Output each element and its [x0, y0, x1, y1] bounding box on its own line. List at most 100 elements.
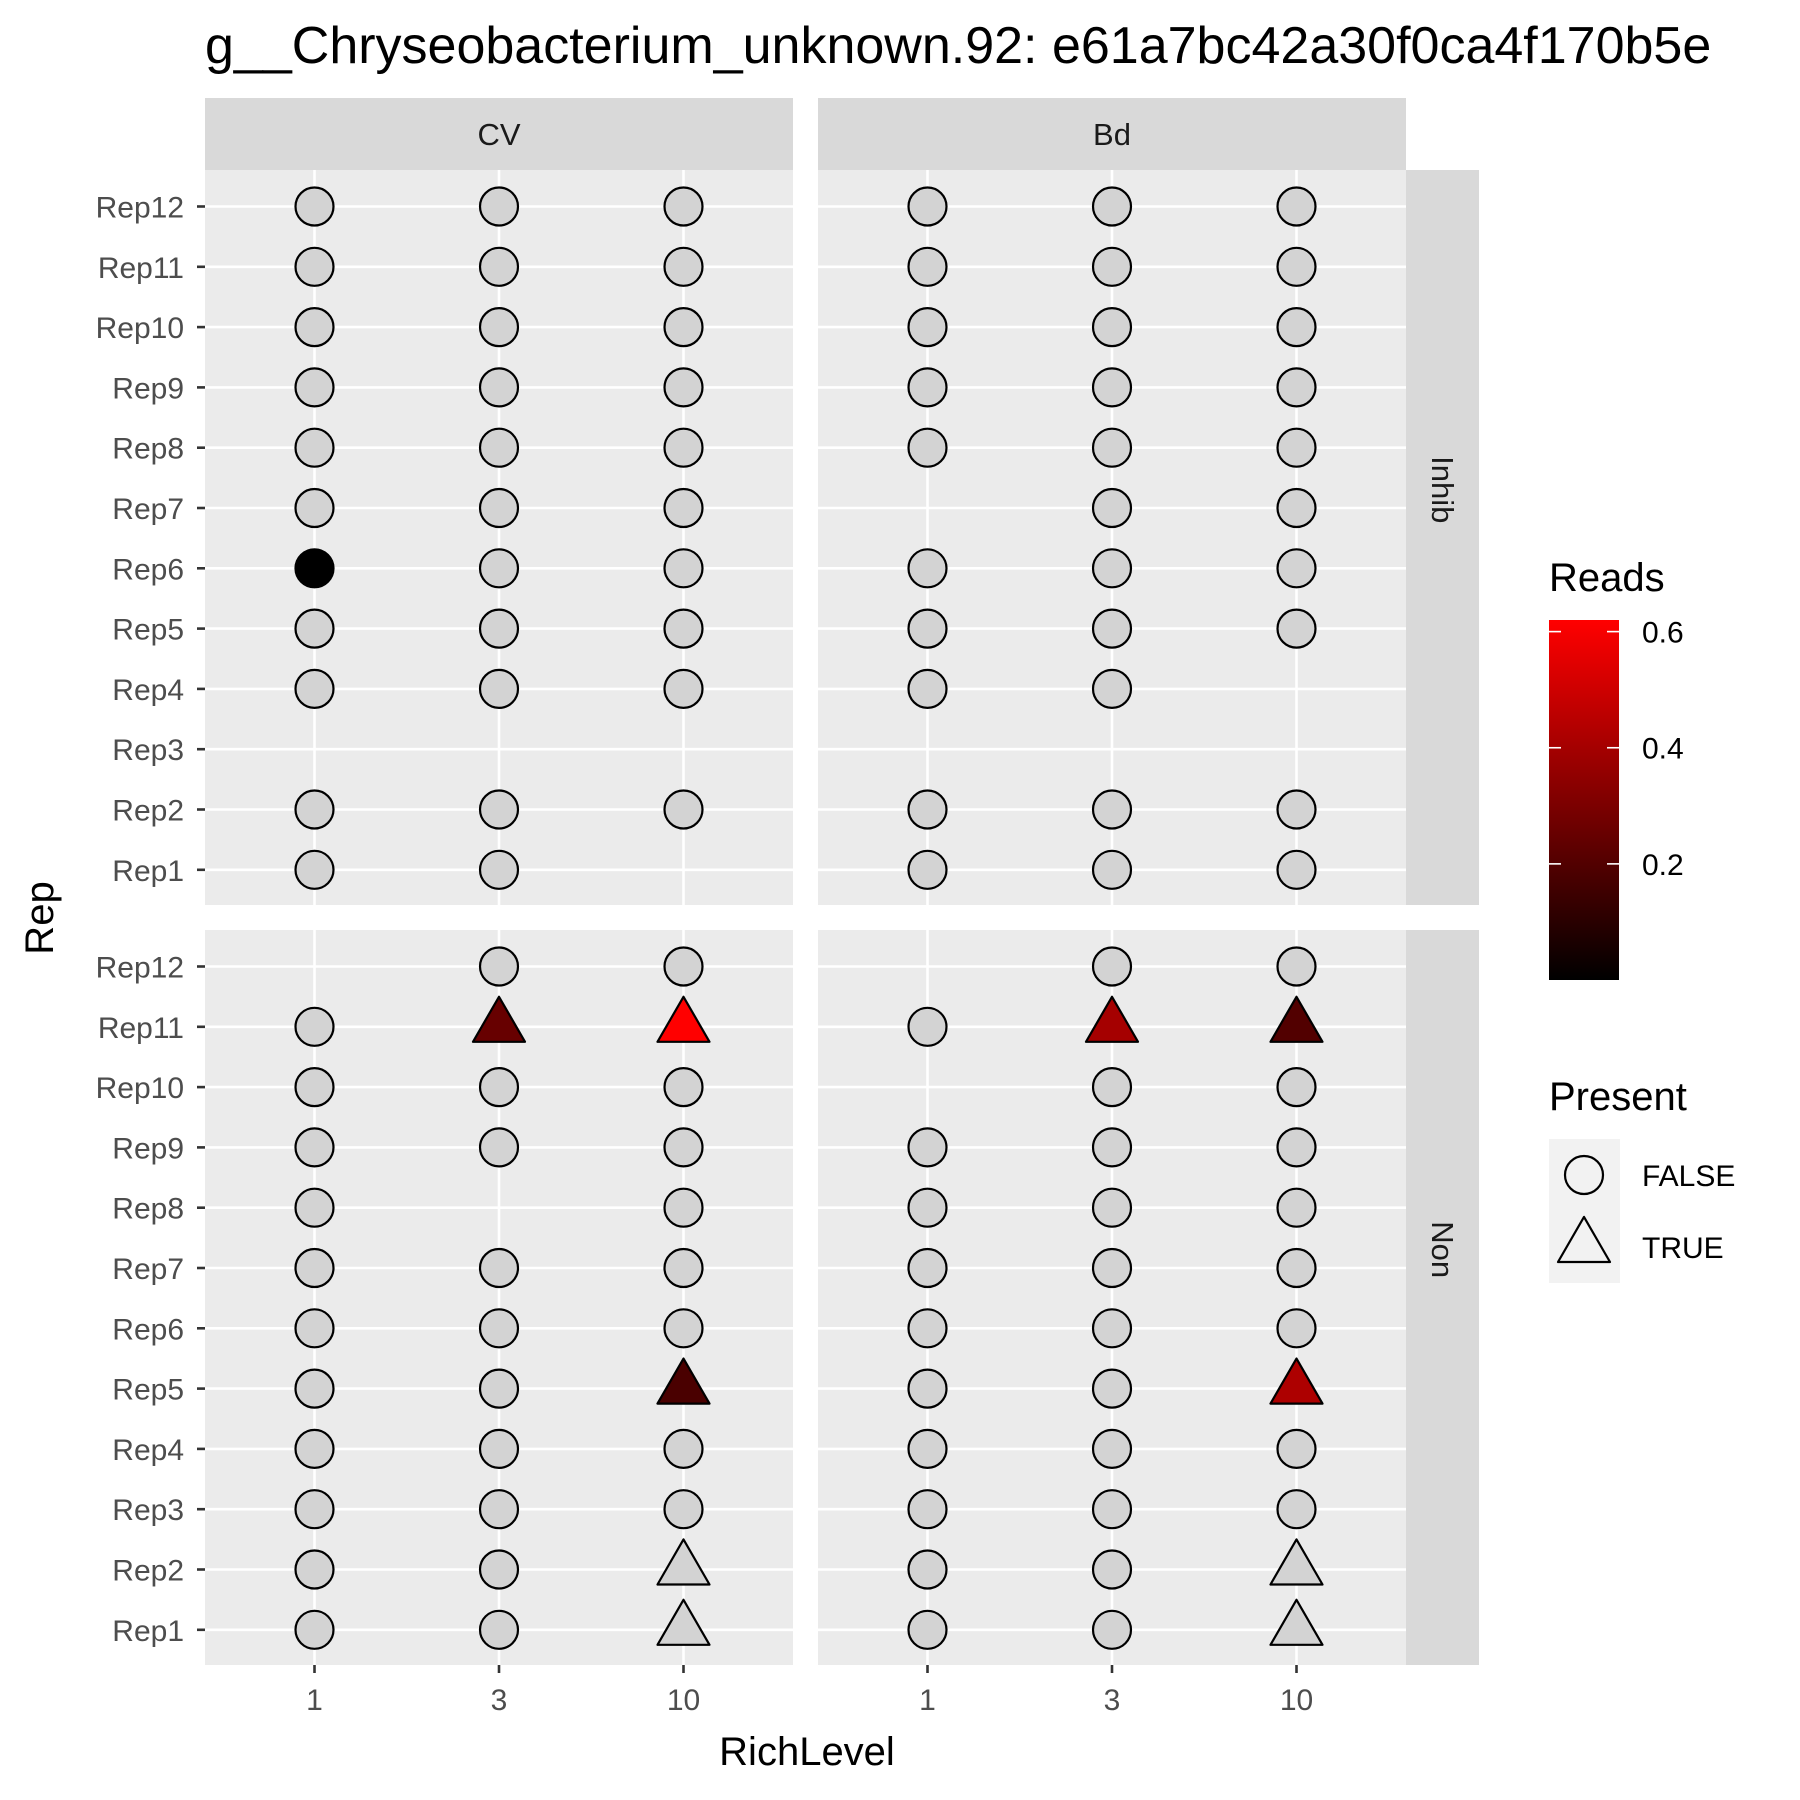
- point-bd-inhib-rep6-x10: [1276, 548, 1317, 589]
- point-cv-inhib-rep6-x1: [294, 548, 335, 589]
- x-tick-label-10: 10: [1280, 1684, 1313, 1717]
- point-bd-inhib-rep9-x1: [907, 367, 948, 408]
- point-bd-non-rep12-x3: [1091, 946, 1133, 987]
- point-bd-inhib-rep12-x1: [907, 186, 948, 227]
- point-bd-inhib-rep2-x10: [1276, 789, 1317, 830]
- y-tick-label-rep7: Rep7: [112, 1253, 184, 1286]
- y-tick-label-rep1: Rep1: [112, 855, 184, 888]
- strip-background: [1406, 170, 1479, 905]
- point-cv-inhib-rep5-x1: [294, 608, 335, 649]
- point-cv-inhib-rep12-x10: [663, 186, 704, 227]
- point-bd-inhib-rep8-x1: [907, 427, 948, 468]
- y-tick-label-rep2: Rep2: [112, 795, 184, 828]
- point-cv-non-rep4-x3: [478, 1428, 520, 1470]
- reads-colorbar-ticks: 0.2 0.4 0.6: [1549, 617, 1684, 882]
- point-bd-inhib-rep12-x10: [1276, 186, 1317, 227]
- x-tick-label-3: 3: [1104, 1684, 1121, 1717]
- strip-label-cv: CV: [477, 117, 520, 152]
- legend-key-true: [1556, 1215, 1612, 1264]
- point-cv-inhib-rep11-x3: [478, 246, 520, 287]
- legend-key-false: [1563, 1154, 1605, 1196]
- point-bd-non-rep7-x10: [1276, 1247, 1317, 1289]
- points-cv-non: [294, 946, 711, 1650]
- point-bd-non-rep9-x1: [907, 1127, 948, 1168]
- point-cv-non-rep9-x10: [663, 1127, 704, 1168]
- point-cv-non-rep6-x1: [294, 1308, 335, 1349]
- point-cv-non-rep12-x10: [663, 946, 704, 987]
- facet-panels: [205, 170, 1406, 1665]
- axes: Rep1 Rep2 Rep3 Rep4 Rep5 Rep6 Rep7 Rep8 Rep9 Rep1…: [96, 192, 1314, 1718]
- point-bd-non-rep3-x10: [1276, 1489, 1317, 1530]
- point-cv-inhib-rep4-x10: [663, 668, 704, 710]
- reads-colorbar: [1549, 620, 1619, 980]
- point-cv-non-rep9-x1: [294, 1127, 335, 1168]
- y-axis-title: Rep: [18, 881, 62, 954]
- point-bd-inhib-rep10-x3: [1091, 307, 1133, 348]
- point-cv-inhib-rep7-x10: [663, 487, 704, 529]
- point-cv-non-rep1-x1: [294, 1609, 335, 1650]
- point-cv-inhib-rep10-x1: [294, 307, 335, 348]
- point-cv-non-rep10-x10: [663, 1066, 704, 1108]
- point-cv-inhib-rep6-x10: [663, 548, 704, 589]
- point-bd-non-rep7-x3: [1091, 1247, 1133, 1289]
- reads-legend-title: Reads: [1549, 556, 1665, 600]
- point-bd-non-rep3-x3: [1091, 1489, 1133, 1530]
- point-cv-non-rep10-x3: [478, 1066, 520, 1108]
- point-bd-non-rep2-x10: [1269, 1538, 1324, 1586]
- present-legend-title: Present: [1549, 1075, 1687, 1119]
- y-tick-label-rep12: Rep12: [96, 192, 184, 225]
- point-cv-inhib-rep11-x1: [294, 246, 335, 287]
- strip-inhib: Inhib: [1406, 170, 1479, 905]
- point-cv-inhib-rep5-x3: [478, 608, 520, 649]
- point-bd-inhib-rep6-x1: [907, 548, 948, 589]
- reads-legend: Reads 0.2 0.4 0.6: [1549, 556, 1684, 980]
- point-cv-inhib-rep12-x1: [294, 186, 335, 227]
- point-cv-inhib-rep1-x3: [478, 849, 520, 890]
- point-cv-non-rep5-x3: [478, 1368, 520, 1409]
- point-cv-non-rep11-x1: [294, 1006, 335, 1047]
- y-tick-label-rep3: Rep3: [112, 734, 184, 767]
- point-bd-inhib-rep4-x3: [1091, 668, 1133, 710]
- point-cv-inhib-rep1-x1: [294, 849, 335, 890]
- point-bd-non-rep2-x1: [907, 1549, 948, 1590]
- point-bd-non-rep10-x10: [1276, 1066, 1317, 1108]
- point-bd-inhib-rep11-x1: [907, 246, 948, 287]
- point-cv-inhib-rep8-x1: [294, 427, 335, 468]
- y-tick-label-rep7: Rep7: [112, 493, 184, 526]
- point-cv-inhib-rep9-x3: [478, 367, 520, 408]
- point-bd-non-rep6-x3: [1091, 1308, 1133, 1349]
- point-cv-non-rep10-x1: [294, 1066, 335, 1108]
- point-cv-non-rep7-x3: [478, 1247, 520, 1289]
- point-bd-non-rep11-x10: [1269, 995, 1324, 1043]
- point-bd-non-rep3-x1: [907, 1489, 948, 1530]
- point-bd-non-rep4-x10: [1276, 1428, 1317, 1470]
- point-bd-non-rep4-x1: [907, 1428, 948, 1470]
- point-bd-inhib-rep5-x3: [1091, 608, 1133, 649]
- point-cv-inhib-rep2-x10: [663, 789, 704, 830]
- point-cv-non-rep6-x10: [663, 1308, 704, 1349]
- point-bd-inhib-rep10-x10: [1276, 307, 1317, 348]
- point-bd-non-rep11-x1: [907, 1006, 948, 1047]
- point-cv-inhib-rep11-x10: [663, 246, 704, 287]
- point-cv-non-rep4-x1: [294, 1428, 335, 1470]
- y-tick-label-rep10: Rep10: [96, 1072, 184, 1105]
- point-bd-inhib-rep10-x1: [907, 307, 948, 348]
- point-cv-non-rep12-x3: [478, 946, 520, 987]
- strip-background: [1406, 930, 1479, 1665]
- strip-background: [818, 98, 1406, 170]
- strip-bd: Bd: [818, 98, 1406, 170]
- point-cv-non-rep11-x10: [656, 995, 711, 1043]
- point-bd-inhib-rep5-x10: [1276, 608, 1317, 649]
- point-cv-non-rep9-x3: [478, 1127, 520, 1168]
- point-bd-inhib-rep9-x10: [1276, 367, 1317, 408]
- y-tick-label-rep3: Rep3: [112, 1494, 184, 1527]
- point-bd-inhib-rep7-x3: [1091, 487, 1133, 529]
- point-bd-non-rep6-x10: [1276, 1308, 1317, 1349]
- point-bd-non-rep8-x3: [1091, 1187, 1133, 1228]
- point-cv-inhib-rep2-x1: [294, 789, 335, 830]
- point-bd-non-rep1-x10: [1269, 1598, 1324, 1646]
- point-bd-inhib-rep6-x3: [1091, 548, 1133, 589]
- point-cv-non-rep6-x3: [478, 1308, 520, 1349]
- y-tick-label-rep9: Rep9: [112, 1132, 184, 1165]
- y-tick-label-rep8: Rep8: [112, 433, 184, 466]
